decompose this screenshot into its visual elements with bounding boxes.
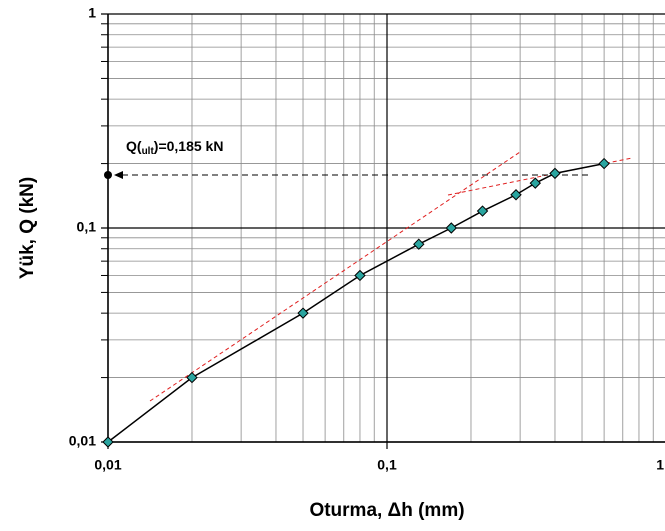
data-point [529, 177, 541, 189]
x-tick-label: 0,1 [377, 457, 397, 473]
series-line [107, 162, 605, 443]
data-point [549, 167, 561, 180]
grid [101, 13, 665, 449]
data-point [445, 222, 458, 234]
annotation-prefix: Q( [126, 138, 142, 154]
data-point [598, 157, 610, 170]
annotation-subscript: ult [142, 146, 155, 157]
x-tick-label: 1 [656, 457, 664, 473]
y-tick-label: 0,1 [77, 219, 97, 235]
data-point [510, 189, 522, 201]
fit-line [149, 151, 521, 402]
y-tick-label: 1 [88, 5, 96, 21]
arrow-head [114, 171, 123, 179]
ultimate-load-point [104, 171, 112, 179]
data-point [297, 307, 309, 319]
y-axis-label: Yük, Q (kN) [17, 177, 38, 279]
data-point [102, 436, 114, 448]
annotation-suffix: )=0,185 kN [154, 138, 224, 154]
y-tick-label: 0,01 [69, 433, 96, 449]
data-point [354, 269, 366, 282]
x-axis-label: Oturma, Δh (mm) [309, 500, 464, 521]
annotation: Q(ult)=0,185 kN [126, 138, 223, 157]
x-tick-label: 0,01 [94, 457, 121, 473]
data-point [186, 371, 198, 384]
data-point [413, 238, 425, 250]
data-point [476, 205, 489, 217]
